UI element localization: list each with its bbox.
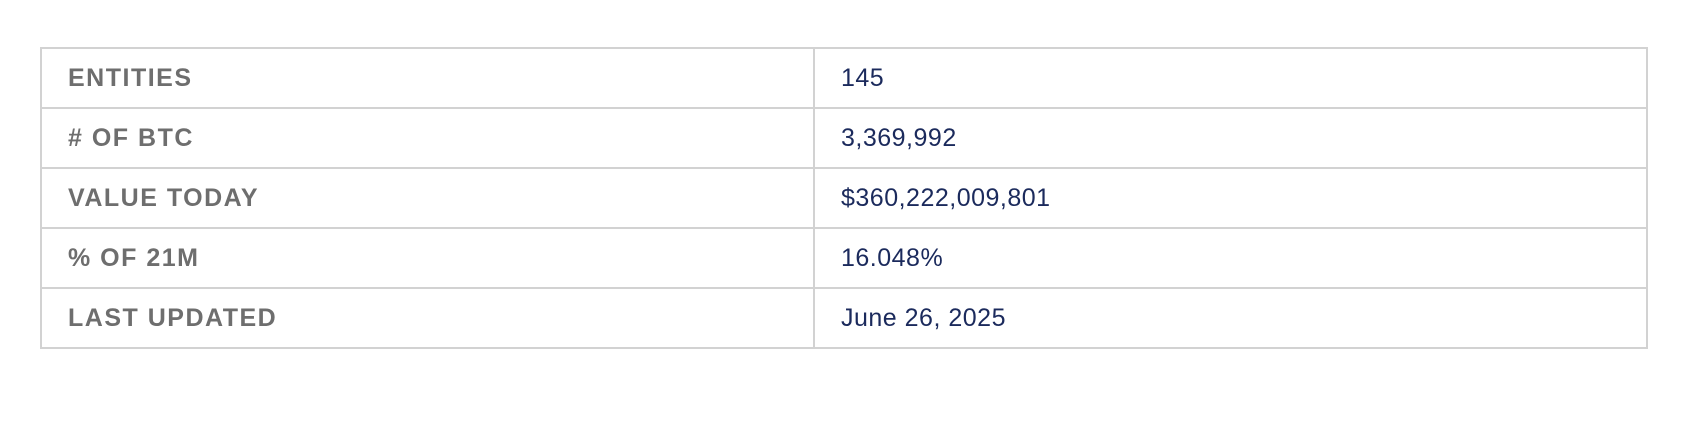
table-row-btc-count: # OF BTC 3,369,992 [40, 107, 1648, 169]
row-label: LAST UPDATED [40, 287, 815, 349]
table-row-percent-of-supply: % OF 21M 16.048% [40, 227, 1648, 289]
row-value: 145 [813, 47, 1648, 109]
row-value: 3,369,992 [813, 107, 1648, 169]
table-row-entities: ENTITIES 145 [40, 47, 1648, 109]
row-label: % OF 21M [40, 227, 815, 289]
row-label: # OF BTC [40, 107, 815, 169]
row-label: ENTITIES [40, 47, 815, 109]
table-row-last-updated: LAST UPDATED June 26, 2025 [40, 287, 1648, 349]
row-label: VALUE TODAY [40, 167, 815, 229]
row-value: 16.048% [813, 227, 1648, 289]
table-row-value-today: VALUE TODAY $360,222,009,801 [40, 167, 1648, 229]
btc-holdings-summary-table: ENTITIES 145 # OF BTC 3,369,992 VALUE TO… [40, 47, 1648, 349]
row-value: $360,222,009,801 [813, 167, 1648, 229]
row-value: June 26, 2025 [813, 287, 1648, 349]
